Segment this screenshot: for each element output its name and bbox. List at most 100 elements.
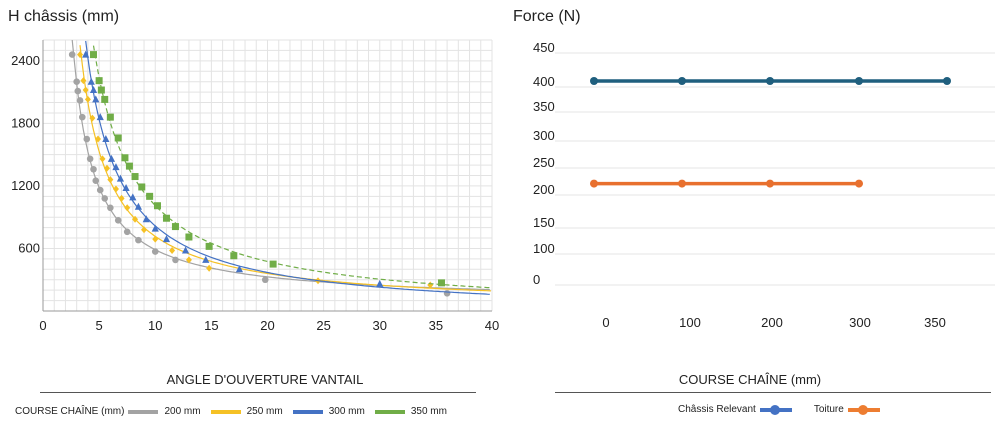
y-tick-label: 2400 — [11, 53, 40, 68]
data-point — [103, 164, 110, 172]
data-point — [112, 185, 119, 193]
data-point — [95, 77, 103, 85]
series-350-mm — [90, 45, 491, 289]
legend-swatch-toiture — [847, 404, 880, 415]
data-point — [230, 252, 238, 260]
data-point — [206, 264, 213, 272]
data-point — [97, 86, 105, 94]
data-point — [101, 195, 109, 202]
x-tick-label: 100 — [679, 315, 701, 330]
data-point — [437, 279, 445, 287]
data-point — [766, 77, 774, 85]
data-point — [943, 77, 951, 85]
data-point — [138, 183, 146, 191]
data-point — [855, 77, 863, 85]
legend-item-chassis: Châssis Relevant — [678, 404, 798, 415]
data-point — [202, 255, 210, 263]
data-point — [205, 242, 213, 250]
data-point — [90, 51, 98, 59]
data-point — [590, 179, 598, 188]
data-point — [124, 204, 131, 212]
data-point — [77, 51, 84, 59]
chart1-y-title: H châssis (mm) — [8, 8, 120, 25]
data-point — [766, 179, 774, 188]
data-point — [135, 236, 142, 244]
legend-label-300: 300 mm — [328, 406, 365, 417]
data-point — [92, 177, 100, 185]
x-tick-label: 40 — [485, 318, 499, 333]
x-tick-label: 300 — [849, 315, 871, 330]
trend-line — [92, 45, 491, 289]
chart2-divider — [555, 392, 991, 393]
legend-swatch-200 — [128, 409, 159, 414]
x-tick-label: 0 — [602, 315, 609, 330]
x-tick-label: 35 — [429, 318, 443, 333]
y-tick-label: 300 — [533, 128, 555, 143]
data-point — [131, 173, 139, 181]
data-point — [92, 95, 100, 103]
y-tick-label: 1800 — [11, 115, 40, 130]
legend-label-350: 350 mm — [410, 406, 447, 417]
data-point — [86, 155, 94, 163]
data-point — [102, 135, 110, 143]
data-point — [185, 256, 192, 264]
data-point — [162, 214, 170, 222]
series-Châssis-Relevant — [590, 77, 951, 85]
data-point — [172, 256, 179, 264]
data-point — [96, 113, 104, 121]
data-point — [151, 224, 159, 232]
legend-label-toiture: Toiture — [813, 404, 844, 415]
data-point — [107, 154, 116, 162]
data-point — [116, 174, 125, 182]
data-point — [261, 276, 269, 284]
y-tick-label: 400 — [533, 74, 555, 89]
data-point — [82, 50, 90, 58]
legend-item-300: 300 mm — [289, 406, 365, 417]
legend-label-chassis: Châssis Relevant — [678, 404, 756, 415]
y-tick-label: 1200 — [11, 178, 40, 193]
data-point — [90, 165, 97, 173]
data-point — [134, 202, 143, 210]
legend-label-250: 250 mm — [246, 406, 283, 417]
trend-line — [85, 40, 490, 295]
data-point — [78, 113, 86, 121]
x-tick-label: 0 — [39, 318, 46, 333]
data-point — [123, 228, 131, 236]
data-point — [112, 163, 120, 171]
x-tick-label: 200 — [761, 315, 783, 330]
legend-swatch-300 — [292, 409, 323, 414]
data-point — [68, 51, 76, 58]
y-tick-label: 600 — [18, 240, 40, 255]
data-point — [169, 247, 176, 255]
x-tick-label: 30 — [373, 318, 387, 333]
data-point — [129, 193, 137, 201]
data-point — [678, 179, 686, 188]
x-tick-label: 20 — [260, 318, 274, 333]
data-point — [83, 135, 91, 143]
y-tick-label: 0 — [533, 272, 540, 287]
legend-item-250: 250 mm — [207, 406, 283, 417]
y-tick-label: 450 — [533, 40, 555, 55]
x-tick-label: 5 — [96, 318, 103, 333]
data-point — [146, 192, 154, 200]
legend-label-200: 200 mm — [164, 406, 201, 417]
legend-item-350: 350 mm — [371, 406, 447, 417]
data-point — [95, 135, 102, 143]
y-tick-label: 100 — [533, 241, 555, 256]
legend-swatch-250 — [210, 409, 241, 414]
data-point — [74, 87, 82, 95]
x-tick-label: 10 — [148, 318, 162, 333]
y-tick-label: 200 — [533, 182, 555, 197]
x-tick-label: 25 — [316, 318, 330, 333]
data-point — [114, 217, 122, 224]
chart1-grid — [42, 39, 493, 312]
data-point — [73, 78, 80, 85]
opening-angle-chart: 0 5 10 15 20 25 30 35 40 600 1200 1800 2400 — [11, 39, 499, 333]
data-point — [121, 154, 129, 162]
data-point — [76, 97, 84, 104]
chart1-divider — [40, 392, 476, 393]
data-point — [96, 186, 104, 194]
data-point — [269, 260, 277, 268]
data-point — [106, 113, 114, 121]
legend-title: COURSE CHAÎNE (mm) — [15, 406, 125, 417]
